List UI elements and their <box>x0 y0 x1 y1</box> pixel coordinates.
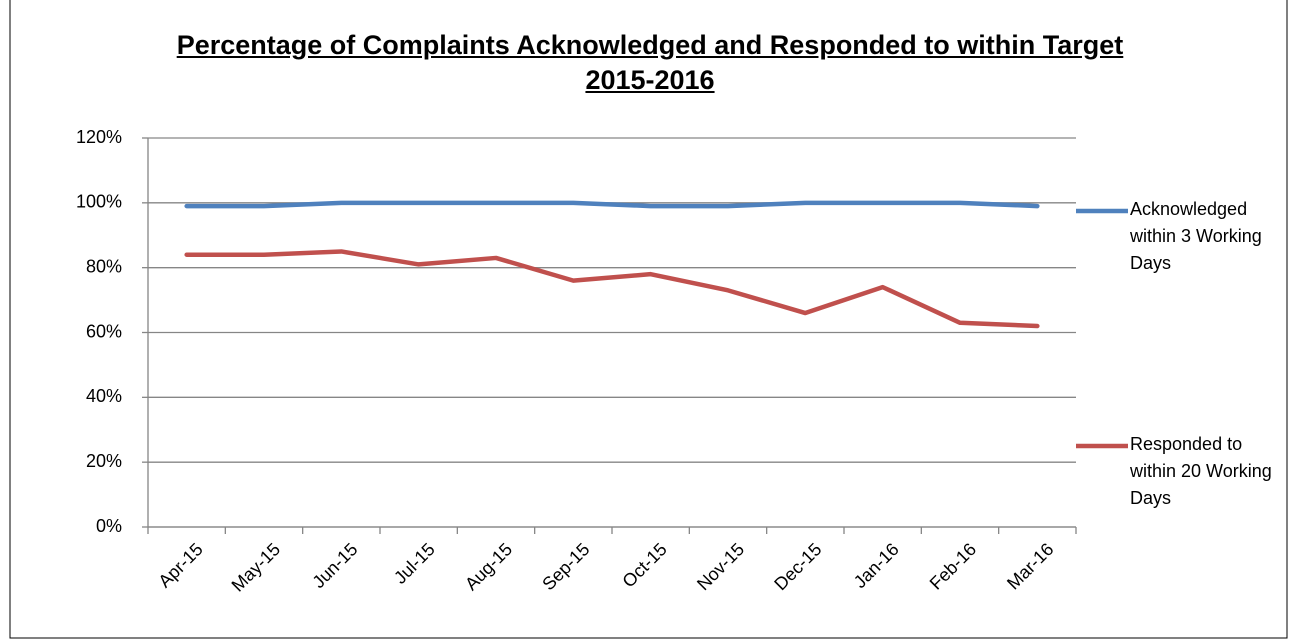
series-line <box>184 200 1040 209</box>
series-line <box>184 249 1040 329</box>
x-tick-label: Apr-15 <box>155 539 207 591</box>
x-tick-label: Jun-15 <box>308 539 361 592</box>
y-tick-label: 80% <box>86 256 122 276</box>
x-tick-label: Nov-15 <box>693 539 748 594</box>
y-tick-label: 20% <box>86 451 122 471</box>
x-tick-label: May-15 <box>228 539 285 596</box>
x-tick-label: Jan-16 <box>850 539 903 592</box>
x-tick-label: Mar-16 <box>1003 539 1057 593</box>
y-tick-label: 120% <box>76 127 122 147</box>
chart-border <box>9 0 1288 639</box>
x-tick-label: Dec-15 <box>770 539 825 594</box>
y-tick-label: 60% <box>86 321 122 341</box>
y-tick-label: 100% <box>76 192 122 212</box>
y-tick-label: 0% <box>96 516 122 536</box>
chart-title: Percentage of Complaints Acknowledged an… <box>176 30 1124 95</box>
x-tick-label: Feb-16 <box>926 539 980 593</box>
legend-label: Responded to within 20 Working Days <box>1130 434 1272 508</box>
x-tick-label: Oct-15 <box>619 539 671 591</box>
x-tick-label: Aug-15 <box>461 539 516 594</box>
legend-label: Acknowledged within 3 Working Days <box>1130 199 1262 273</box>
y-tick-label: 40% <box>86 386 122 406</box>
x-tick-label: Sep-15 <box>538 539 593 594</box>
x-tick-label: Jul-15 <box>390 539 439 588</box>
